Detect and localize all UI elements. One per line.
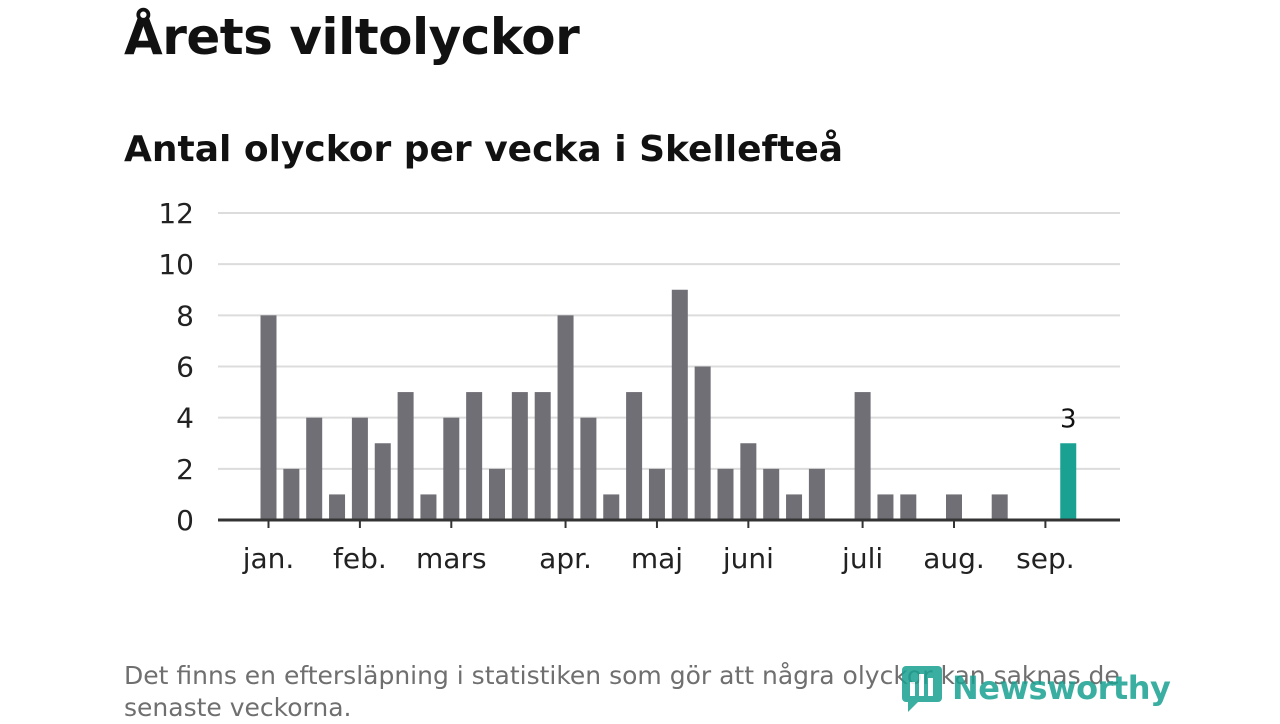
y-tick-label: 4 [176,402,194,435]
bar [671,289,688,520]
footnote: Det finns en eftersläpning i statistiken… [124,661,1120,722]
bar [694,366,711,520]
logo-text: Newsworthy [952,669,1171,707]
bar [946,494,962,520]
bar [763,468,780,520]
bar [329,494,346,520]
y-tick-label: 12 [158,197,194,230]
bar [534,392,551,520]
x-tick-label: apr. [539,542,592,575]
x-tick-label: aug. [923,542,985,575]
bar [511,392,528,520]
logo-icon [902,666,942,712]
bar [351,417,368,520]
chart-title: Årets viltolyckor [124,8,580,66]
bar [648,468,665,520]
bar [557,315,574,520]
bar [420,494,437,520]
bar [991,494,1008,520]
bar [854,392,871,520]
bar [900,494,917,520]
chart-subtitle: Antal olyckor per vecka i Skellefteå [124,129,844,170]
bar [717,468,734,520]
y-tick-label: 8 [176,299,194,332]
x-tick-label: jan. [242,542,295,575]
y-tick-label: 6 [176,351,194,384]
y-tick-label: 2 [176,453,194,486]
bar [374,443,391,520]
y-tick-label: 10 [158,248,194,281]
bar [808,468,825,520]
bar [443,417,460,520]
bar [877,494,894,520]
x-tick-label: juni [722,542,774,575]
bar [306,417,323,520]
bar [397,392,414,520]
x-tick-label: mars [416,542,487,575]
bar [489,468,505,520]
x-tick-label: sep. [1016,542,1075,575]
data-label: 3 [1060,404,1077,434]
x-tick-label: maj [631,542,683,575]
bar-highlight [1060,443,1077,520]
bar [626,392,643,520]
bar [603,494,620,520]
bar [260,315,277,520]
bar [580,417,597,520]
bar-chart: 0 2 4 6 8 10 12 3 jan. feb. mars apr. maj juni juli aug… [158,197,1120,575]
newsworthy-logo: Newsworthy [900,664,1171,712]
bar [466,392,483,520]
x-tick-label: juli [841,542,883,575]
bar [283,468,300,520]
bar [740,443,757,520]
x-tick-label: feb. [333,542,387,575]
bar [786,494,803,520]
y-tick-label: 0 [176,504,194,537]
